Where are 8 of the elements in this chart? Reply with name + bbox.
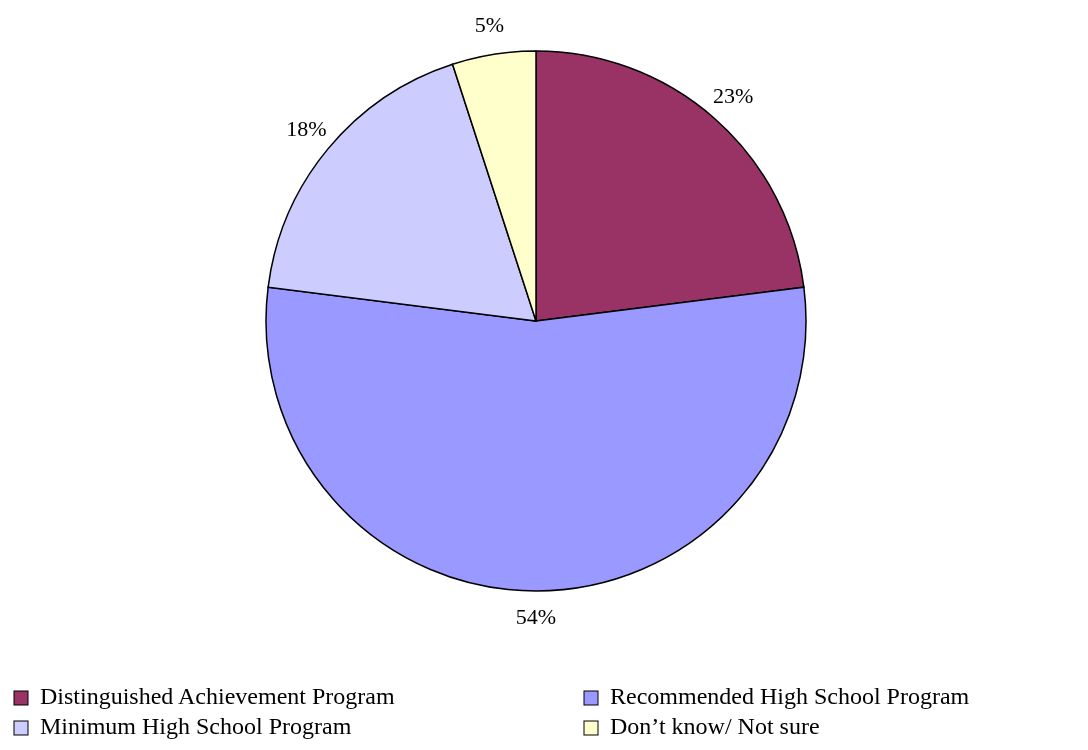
data-label: 18% (286, 116, 327, 142)
legend-label: Recommended High School Program (610, 682, 970, 709)
data-label: 5% (474, 11, 505, 37)
legend-label: Minimum High School Program (40, 712, 352, 739)
legend-label: Distinguished Achievement Program (40, 682, 395, 709)
data-label: 54% (515, 604, 557, 630)
data-label: 23% (712, 82, 754, 108)
legend-label: Don’t know/ Not sure (610, 712, 820, 739)
